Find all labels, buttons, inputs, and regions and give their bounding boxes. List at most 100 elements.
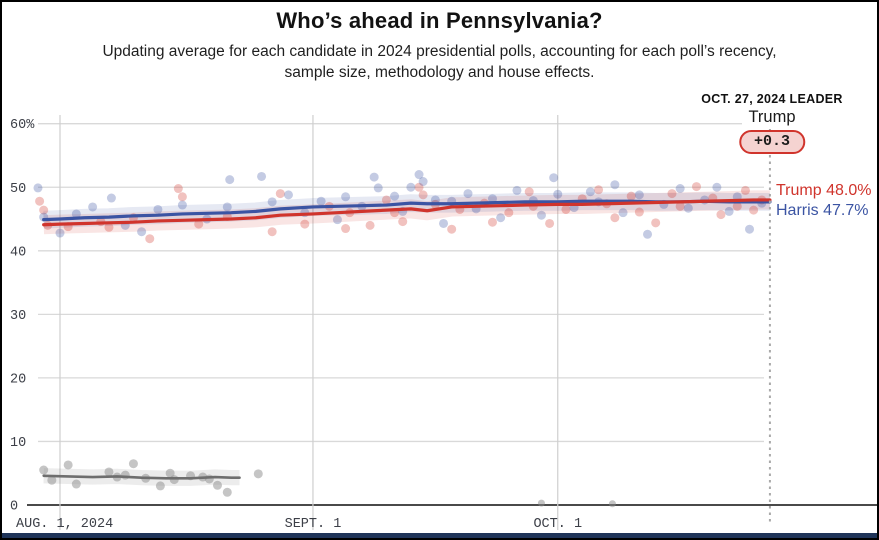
trump-poll-dot xyxy=(418,190,428,200)
harris-poll-dot xyxy=(257,171,267,181)
trump-poll-dot xyxy=(173,184,183,194)
harris-poll-dot xyxy=(55,228,65,238)
harris-poll-dot xyxy=(643,229,653,239)
leader-callout: OCT. 27, 2024 LEADER Trump +0.3 xyxy=(701,92,842,154)
x-tick-label: AUG. 1, 2024 xyxy=(16,517,113,532)
harris-poll-dot xyxy=(222,202,232,212)
trump-poll-dot xyxy=(610,213,620,223)
y-tick-label-0: 0 xyxy=(10,500,18,515)
trump-poll-dot xyxy=(740,185,750,195)
trump-poll-dot xyxy=(104,222,114,232)
harris-poll-dot xyxy=(675,184,685,194)
trump-poll-dot xyxy=(365,220,375,230)
trump-poll-dot xyxy=(275,189,285,199)
trump-poll-dot xyxy=(524,187,534,197)
kennedy-poll-dot xyxy=(128,459,138,469)
y-tick-label-40: 40 xyxy=(10,245,26,260)
trump-poll-dot xyxy=(177,192,187,202)
trump-poll-dot xyxy=(145,234,155,244)
harris-poll-dot xyxy=(390,191,400,201)
harris-poll-dot xyxy=(316,196,326,206)
trump-poll-dot xyxy=(749,205,759,215)
harris-poll-dot xyxy=(463,189,473,199)
harris-poll-dot xyxy=(712,182,722,192)
harris-series-label: Harris 47.7% xyxy=(776,202,869,219)
trump-poll-dot xyxy=(634,207,644,217)
harris-poll-dot xyxy=(225,175,235,185)
harris-poll-dot xyxy=(71,209,81,219)
harris-poll-dot xyxy=(634,190,644,200)
trump-poll-dot xyxy=(39,205,49,215)
trump-poll-dot xyxy=(414,182,424,192)
kennedy-poll-dot xyxy=(253,469,263,479)
kennedy-poll-dot xyxy=(104,467,114,477)
y-tick-label-20: 20 xyxy=(10,372,26,387)
trump-poll-dot xyxy=(594,185,604,195)
harris-poll-dot xyxy=(406,182,416,192)
y-tick-label-10: 10 xyxy=(10,436,26,451)
kennedy-poll-dot xyxy=(63,460,73,470)
kennedy-poll-dot xyxy=(155,481,165,491)
harris-poll-dot xyxy=(512,185,522,195)
trump-poll-dot xyxy=(667,189,677,199)
subtitle-line-2: sample size, methodology and house effec… xyxy=(284,64,595,81)
trump-poll-dot xyxy=(341,224,351,234)
harris-poll-dot xyxy=(106,193,116,203)
x-tick-label: SEPT. 1 xyxy=(285,517,342,532)
kennedy-poll-dot xyxy=(222,487,232,497)
trump-poll-dot xyxy=(732,201,742,211)
trump-poll-dot xyxy=(194,219,204,229)
harris-poll-dot xyxy=(724,206,734,216)
kennedy-poll-dot xyxy=(608,500,616,508)
harris-poll-dot xyxy=(177,200,187,210)
kennedy-poll-dot xyxy=(71,479,81,489)
harris-poll-dot xyxy=(341,192,351,202)
y-tick-label-30: 30 xyxy=(10,309,26,324)
kennedy-poll-dot xyxy=(204,474,214,484)
y-tick-label-50: 50 xyxy=(10,182,26,197)
harris-poll-dot xyxy=(153,204,163,214)
trump-poll-dot xyxy=(691,182,701,192)
trump-series-label: Trump 48.0% xyxy=(776,182,872,199)
harris-poll-dot xyxy=(496,213,506,223)
trump-poll-dot xyxy=(651,218,661,228)
trump-average-line xyxy=(42,198,772,227)
harris-poll-dot xyxy=(618,208,628,218)
harris-poll-dot xyxy=(745,224,755,234)
harris-poll-dot xyxy=(373,183,383,193)
page-title: Who’s ahead in Pennsylvania? xyxy=(276,8,603,33)
trump-poll-dot xyxy=(716,210,726,220)
leader-margin-badge: +0.3 xyxy=(738,130,805,154)
harris-poll-dot xyxy=(536,210,546,220)
harris-poll-dot xyxy=(683,203,693,213)
harris-poll-dot xyxy=(332,215,342,225)
harris-poll-dot xyxy=(418,177,428,187)
trump-poll-dot xyxy=(675,201,685,211)
kennedy-poll-dot xyxy=(47,475,57,485)
trump-poll-dot xyxy=(545,218,555,228)
trump-poll-dot xyxy=(300,219,310,229)
leader-name: Trump xyxy=(748,108,796,126)
harris-poll-dot xyxy=(414,170,424,180)
trump-poll-dot xyxy=(561,204,571,214)
harris-poll-dot xyxy=(487,194,497,204)
harris-poll-dot xyxy=(137,227,147,237)
trump-poll-dot xyxy=(504,208,514,218)
x-tick-label: OCT. 1 xyxy=(533,517,582,532)
harris-poll-dot xyxy=(549,173,559,183)
harris-poll-dot xyxy=(369,172,379,182)
harris-poll-dot xyxy=(585,187,595,197)
subtitle-line-1: Updating average for each candidate in 2… xyxy=(102,43,777,60)
harris-poll-dot xyxy=(88,202,98,212)
harris-poll-dot xyxy=(267,197,277,207)
kennedy-average-line xyxy=(42,474,241,480)
harris-poll-dot xyxy=(553,189,563,199)
kennedy-poll-dot xyxy=(39,465,49,475)
trump-poll-dot xyxy=(487,217,497,227)
chart-header: Who’s ahead in Pennsylvania? Updating av… xyxy=(2,2,877,83)
harris-poll-dot xyxy=(283,190,293,200)
chart-subtitle: Updating average for each candidate in 2… xyxy=(2,41,877,83)
trump-poll-dot xyxy=(626,191,636,201)
